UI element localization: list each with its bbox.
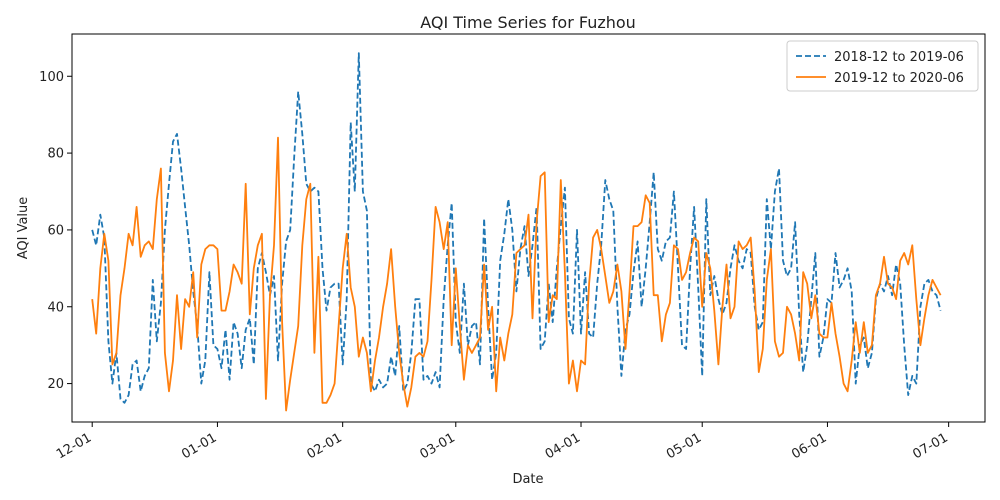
plot-area xyxy=(91,52,942,412)
legend-label-2019-2020: 2019-12 to 2020-06 xyxy=(834,71,964,86)
legend-label-2018-2019: 2018-12 to 2019-06 xyxy=(834,50,964,65)
series-line-1 xyxy=(91,136,942,412)
series-line-0 xyxy=(91,52,942,404)
x-axis-title: Date xyxy=(512,472,543,487)
chart-title: AQI Time Series for Fuzhou xyxy=(420,13,636,32)
plot-frame xyxy=(71,33,986,423)
y-tick-label: 40 xyxy=(47,300,64,315)
legend-box xyxy=(786,40,979,92)
y-axis-title: AQI Value xyxy=(16,197,31,260)
y-tick-label: 60 xyxy=(47,223,64,238)
y-tick-label: 80 xyxy=(47,147,64,162)
y-tick-label: 20 xyxy=(47,377,64,392)
y-tick-label: 100 xyxy=(39,70,64,85)
legend: 2018-12 to 2019-06 2019-12 to 2020-06 xyxy=(786,40,979,92)
